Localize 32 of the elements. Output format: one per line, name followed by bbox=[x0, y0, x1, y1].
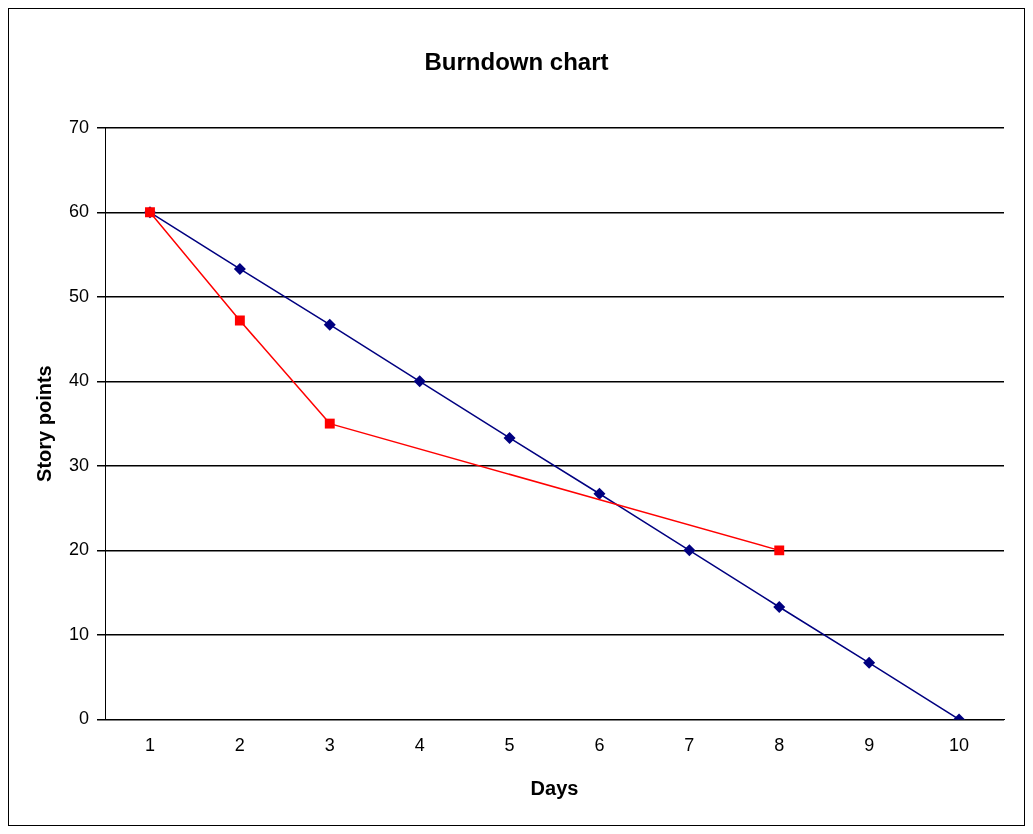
point bbox=[683, 544, 696, 557]
point bbox=[234, 315, 245, 326]
x-tick-label: 3 bbox=[324, 735, 335, 756]
point bbox=[593, 487, 606, 500]
x-tick-label: 2 bbox=[234, 735, 245, 756]
x-tick-label: 8 bbox=[774, 735, 785, 756]
x-tick-label: 4 bbox=[414, 735, 425, 756]
y-tick-label: 50 bbox=[68, 285, 90, 306]
point bbox=[233, 262, 246, 275]
point bbox=[774, 545, 785, 556]
x-tick-label: 7 bbox=[684, 735, 695, 756]
y-tick-label: 0 bbox=[79, 708, 90, 729]
x-tick-label: 5 bbox=[504, 735, 515, 756]
y-tick-label: 10 bbox=[68, 623, 90, 644]
y-tick-label: 70 bbox=[68, 116, 90, 137]
y-tick-label: 60 bbox=[68, 201, 90, 222]
y-tick-label: 30 bbox=[68, 454, 90, 475]
point bbox=[773, 601, 786, 613]
chart-title: Burndown chart bbox=[424, 48, 609, 76]
point bbox=[323, 318, 336, 331]
x-tick-label: 1 bbox=[144, 735, 155, 756]
y-tick-label: 20 bbox=[68, 539, 90, 560]
point bbox=[503, 431, 516, 444]
x-tick-label: 10 bbox=[949, 735, 970, 756]
x-axis-title: Days bbox=[530, 776, 579, 799]
x-tick-label: 6 bbox=[594, 735, 605, 756]
y-tick-label: 40 bbox=[68, 370, 90, 391]
point bbox=[863, 656, 876, 669]
y-axis-title: Story points bbox=[32, 365, 55, 482]
x-tick-label: 9 bbox=[864, 735, 875, 756]
point bbox=[413, 375, 426, 388]
point bbox=[324, 418, 335, 429]
